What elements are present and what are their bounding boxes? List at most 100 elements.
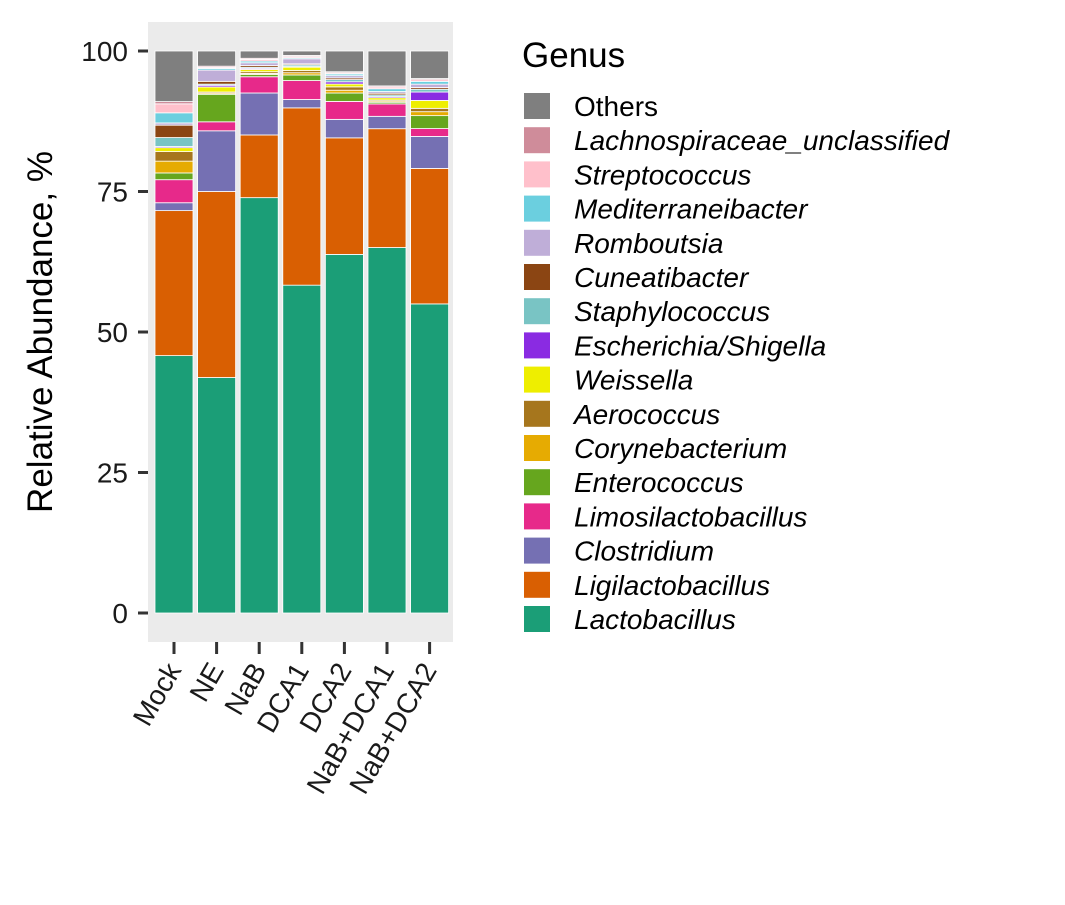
legend-key-romboutsia — [524, 229, 550, 256]
bar-segment-nab-lactobacillus — [239, 197, 279, 614]
bar-segment-dca2-corynebacterium — [324, 89, 364, 94]
bar-segment-dca1-romboutsia — [282, 58, 322, 65]
legend-key-aerococcus — [524, 400, 550, 427]
legend-key-enterococcus — [524, 469, 550, 496]
bar-segment-dca2-clostridium — [324, 118, 364, 139]
y-axis-label: Relative Abundance, % — [21, 151, 60, 513]
bar-segment-nab-dca2-staphylococcus — [410, 88, 450, 93]
legend-key-others — [524, 93, 550, 119]
bar-segment-nab-dca1-limosilactobacillus — [367, 103, 407, 117]
y-tick-label-0: 0 — [112, 598, 128, 629]
bar-segment-nab-clostridium — [239, 92, 279, 136]
bar-segment-dca2-limosilactobacillus — [324, 101, 364, 120]
bar-segment-dca2-weissella — [324, 83, 364, 88]
bar-segment-nab-dca2-ligilactobacillus — [410, 168, 450, 305]
y-tick-label-75: 75 — [97, 177, 128, 208]
bar-segment-ne-enterococcus — [197, 93, 237, 123]
bar-segment-dca2-lactobacillus — [324, 253, 364, 614]
bar-segment-ne-weissella — [197, 86, 237, 93]
y-axis: 0 25 50 75 100 — [81, 36, 148, 629]
bar-segment-mock-lactobacillus — [154, 355, 194, 614]
bar-segment-nab-dca2-escherichia-shigella — [410, 91, 450, 101]
bar-segment-mock-others — [154, 50, 194, 102]
legend-key-clostridium — [524, 537, 550, 564]
y-tick-label-100: 100 — [81, 36, 128, 67]
legend-label-enterococcus: Enterococcus — [574, 467, 744, 498]
bar-segment-nab-romboutsia — [239, 62, 279, 66]
bar-segment-nab-dca1-ligilactobacillus — [367, 128, 407, 248]
bar-segment-nab-dca1-lactobacillus — [367, 247, 407, 614]
legend-label-others: Others — [574, 91, 658, 122]
bar-segment-nab-dca1-clostridium — [367, 115, 407, 130]
bar-segment-dca2-others — [324, 50, 364, 73]
legend-key-limosilactobacillus — [524, 503, 550, 530]
legend-label-weissella: Weissella — [574, 365, 693, 396]
legend-label-staphylococcus: Staphylococcus — [574, 296, 770, 327]
bar-segment-nab-dca2-weissella — [410, 100, 450, 109]
legend-key-streptococcus — [524, 161, 550, 188]
legend-label-ligilactobacillus: Ligilactobacillus — [574, 570, 770, 601]
legend-label-mediterraneibacter: Mediterraneibacter — [574, 194, 809, 225]
bar-segment-dca1-clostridium — [282, 99, 322, 109]
legend-key-weissella — [524, 366, 550, 393]
bar-segment-dca1-lactobacillus — [282, 284, 322, 614]
legend-key-lactobacillus — [524, 606, 550, 632]
bar-segment-mock-cuneatibacter — [154, 124, 194, 138]
bar-segment-mock-clostridium — [154, 202, 194, 212]
legend-title: Genus — [522, 36, 625, 75]
legend-label-lactobacillus: Lactobacillus — [574, 604, 736, 635]
bar-segment-nab-dca2-aerococcus — [410, 107, 450, 113]
bar-segment-nab-others — [239, 50, 279, 59]
bar-segment-ne-romboutsia — [197, 69, 237, 82]
bar-segment-dca1-ligilactobacillus — [282, 107, 322, 286]
legend-key-lachnospiraceae-unclassified — [524, 127, 550, 154]
bar-segment-mock-corynebacterium — [154, 160, 194, 174]
bar-segment-nab-dca2-corynebacterium — [410, 111, 450, 117]
bar-segment-nab-dca2-limosilactobacillus — [410, 128, 450, 137]
bar-segment-ne-cuneatibacter — [197, 80, 237, 85]
x-tick-label-mock: Mock — [127, 657, 188, 731]
bar-segment-nab-dca2-mediterraneibacter — [410, 80, 450, 85]
bar-segment-nab-dca2-romboutsia — [410, 83, 450, 88]
bar-segment-dca2-ligilactobacillus — [324, 137, 364, 255]
bar-segment-ne-clostridium — [197, 130, 237, 192]
legend-key-mediterraneibacter — [524, 195, 550, 222]
bar-segment-mock-enterococcus — [154, 172, 194, 181]
legend-label-limosilactobacillus: Limosilactobacillus — [574, 501, 807, 532]
bar-segment-ne-ligilactobacillus — [197, 191, 237, 378]
bar-segment-mock-aerococcus — [154, 151, 194, 162]
legend-label-romboutsia: Romboutsia — [574, 228, 723, 259]
bar-segment-ne-others — [197, 50, 237, 67]
legend-label-streptococcus: Streptococcus — [574, 159, 751, 190]
legend-key-corynebacterium — [524, 435, 550, 461]
bar-segment-nab-dca2-clostridium — [410, 136, 450, 169]
bar-segment-nab-dca1-mediterraneibacter — [367, 88, 407, 92]
legend-label-aerococcus: Aerococcus — [572, 399, 720, 430]
bar-segment-ne-limosilactobacillus — [197, 121, 237, 132]
bar-segment-nab-dca2-lactobacillus — [410, 303, 450, 614]
legend-label-escherichia-shigella: Escherichia/Shigella — [574, 330, 826, 361]
bar-segment-mock-weissella — [154, 147, 194, 152]
bar-segment-mock-streptococcus — [154, 103, 194, 114]
legend: Genus OthersLachnospiraceae_unclassified… — [522, 36, 951, 635]
bar-segment-nab-dca2-others — [410, 50, 450, 79]
legend-key-staphylococcus — [524, 298, 550, 325]
bar-segment-mock-mediterraneibacter — [154, 112, 194, 124]
legend-label-cuneatibacter: Cuneatibacter — [574, 262, 750, 293]
y-tick-label-25: 25 — [97, 458, 128, 489]
bar-segment-dca1-enterococcus — [282, 74, 322, 81]
bar-segment-nab-ligilactobacillus — [239, 134, 279, 199]
y-tick-label-50: 50 — [97, 317, 128, 348]
legend-label-lachnospiraceae-unclassified: Lachnospiraceae_unclassified — [574, 125, 951, 156]
bar-segment-dca1-limosilactobacillus — [282, 80, 322, 100]
bars-layer — [154, 50, 450, 614]
legend-label-corynebacterium: Corynebacterium — [574, 433, 787, 464]
bar-segment-nab-dca2-enterococcus — [410, 115, 450, 129]
legend-key-ligilactobacillus — [524, 571, 550, 598]
bar-segment-mock-limosilactobacillus — [154, 179, 194, 204]
bar-segment-nab-dca1-others — [367, 50, 407, 87]
legend-key-escherichia-shigella — [524, 332, 550, 359]
